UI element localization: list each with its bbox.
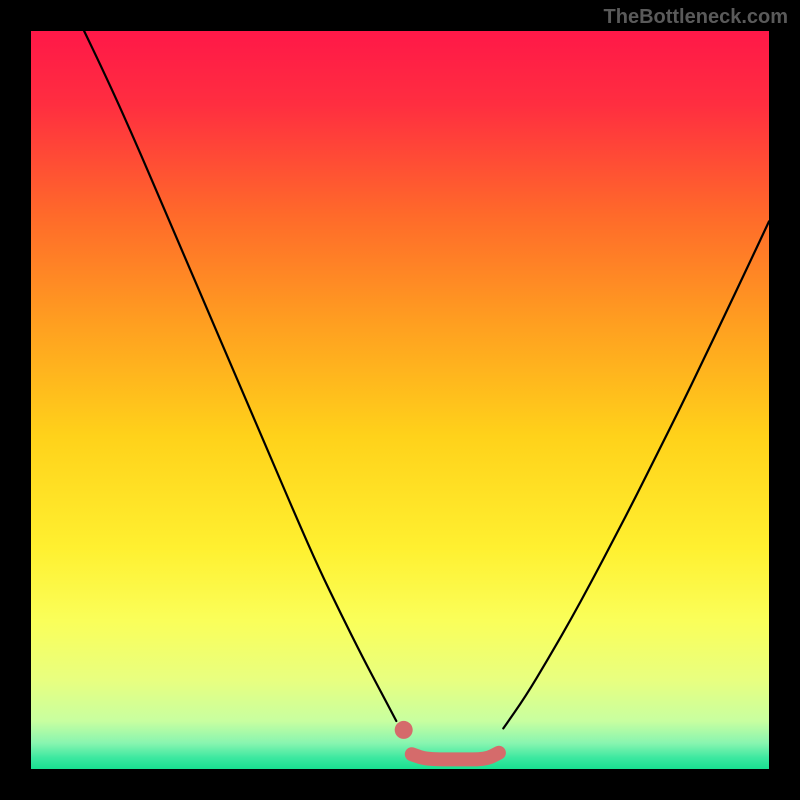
chart-frame: TheBottleneck.com (0, 0, 800, 800)
plot-background (31, 31, 769, 769)
attribution-label: TheBottleneck.com (604, 6, 788, 29)
marker-dot (395, 721, 413, 739)
marker-segment (412, 753, 499, 760)
bottleneck-chart (0, 0, 800, 800)
